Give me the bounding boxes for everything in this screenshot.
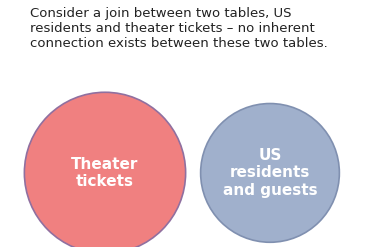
Text: Theater
tickets: Theater tickets [71, 157, 139, 189]
Ellipse shape [24, 92, 186, 247]
Text: US
residents
and guests: US residents and guests [223, 148, 317, 198]
Ellipse shape [201, 103, 339, 242]
Text: Consider a join between two tables, US
residents and theater tickets – no inhere: Consider a join between two tables, US r… [30, 7, 328, 50]
